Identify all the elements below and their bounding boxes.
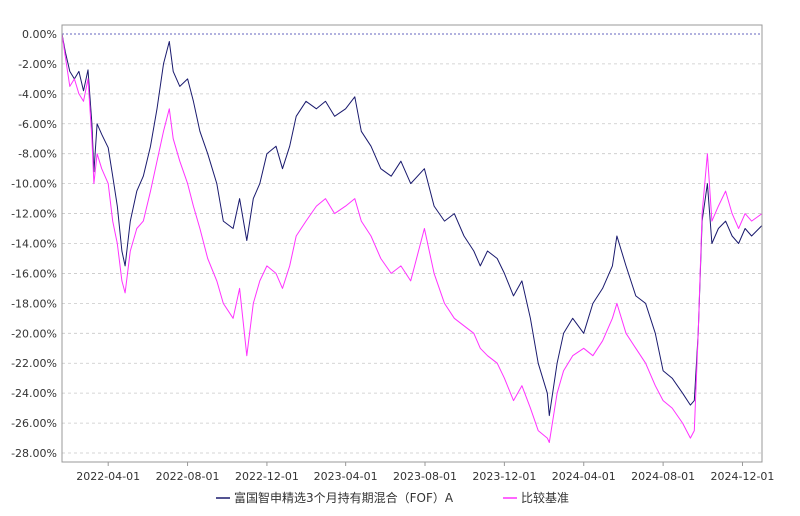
x-tick-label: 2024-08-01 xyxy=(631,470,695,483)
grid-layer xyxy=(62,33,762,454)
axis-layer xyxy=(61,24,763,463)
x-tick-label: 2023-04-01 xyxy=(314,470,378,483)
y-tick-label: -8.00% xyxy=(18,148,57,161)
series-layer xyxy=(61,33,763,443)
legend-label-2: 比较基准 xyxy=(521,490,569,505)
y-tick-label: -18.00% xyxy=(11,297,57,310)
x-tick-label: 2024-12-01 xyxy=(711,470,775,483)
y-tick-label: -26.00% xyxy=(11,417,57,430)
series-line-1 xyxy=(61,33,763,417)
x-axis-ticks: 2022-04-01 2022-08-01 2022-12-01 2023-04-01… xyxy=(76,462,774,483)
y-tick-label: -10.00% xyxy=(11,178,57,191)
y-tick-label: -2.00% xyxy=(18,58,57,71)
y-tick-label: -6.00% xyxy=(18,118,57,131)
y-tick-label: -28.00% xyxy=(11,447,57,460)
y-tick-label: -14.00% xyxy=(11,238,57,251)
y-tick-label: -4.00% xyxy=(18,88,57,101)
y-tick-label: -22.00% xyxy=(11,357,57,370)
y-tick-label: -24.00% xyxy=(11,387,57,400)
x-tick-label: 2022-12-01 xyxy=(235,470,299,483)
x-tick-label: 2023-12-01 xyxy=(472,470,536,483)
x-tick-label: 2022-08-01 xyxy=(156,470,220,483)
y-tick-label: -20.00% xyxy=(11,327,57,340)
y-tick-label: 0.00% xyxy=(22,28,57,41)
y-axis-ticks: 0.00% -2.00% -4.00% -6.00% -8.00% -10.00% -12.… xyxy=(11,28,57,460)
x-tick-label: 2024-04-01 xyxy=(552,470,616,483)
plot-frame xyxy=(61,24,763,463)
y-tick-label: -16.00% xyxy=(11,267,57,280)
legend: 富国智申精选3个月持有期混合（FOF）A 比较基准 xyxy=(216,490,569,505)
x-tick-label: 2022-04-01 xyxy=(76,470,140,483)
series-line-2 xyxy=(61,33,763,443)
x-tick-label: 2023-08-01 xyxy=(393,470,457,483)
legend-label-1: 富国智申精选3个月持有期混合（FOF）A xyxy=(234,490,454,505)
y-tick-label: -12.00% xyxy=(11,208,57,221)
